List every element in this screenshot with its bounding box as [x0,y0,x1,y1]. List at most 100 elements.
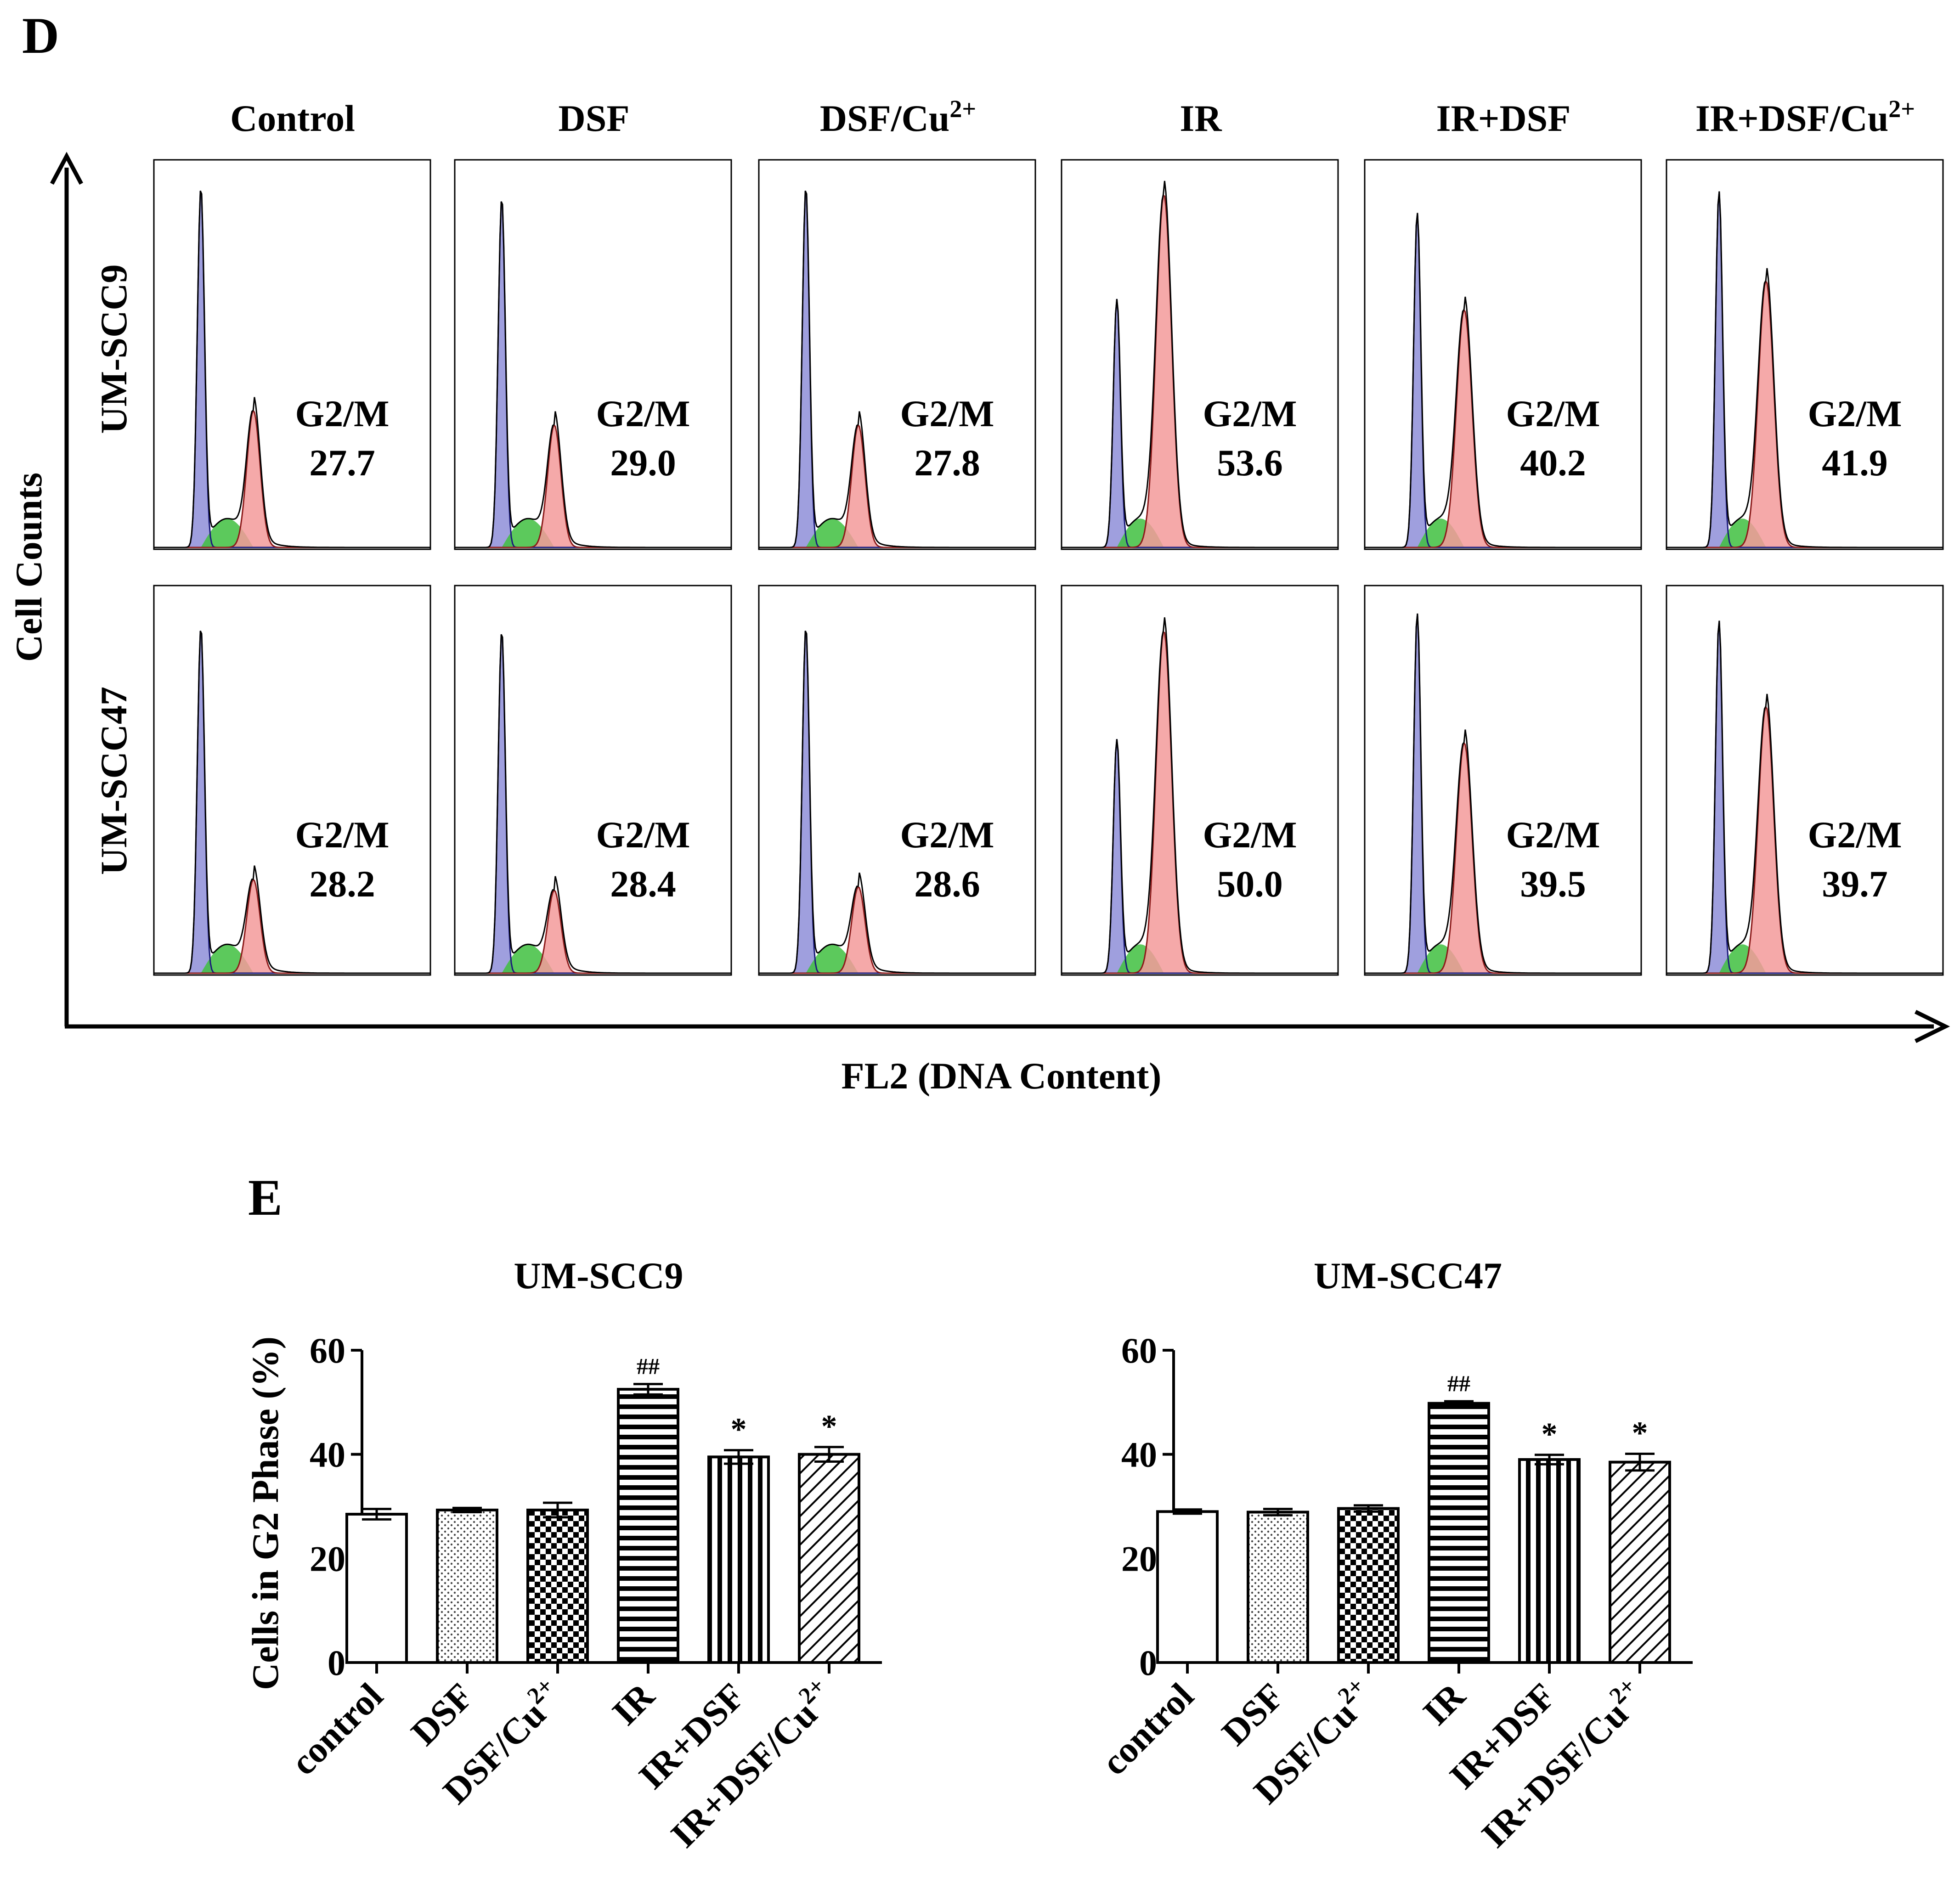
bar [345,1513,408,1664]
histogram-panel: G2/M 28.4 [454,585,732,976]
g2m-label: G2/M [1808,393,1902,434]
g2m-value: 27.8 [914,442,980,484]
flow-x-axis-arrow [1915,1009,1950,1043]
bar-chart-title: UM-SCC9 [514,1255,683,1296]
histogram-panel: G2/M 53.6 [1061,159,1339,550]
histogram-frame [1364,585,1642,976]
s-phase-area [455,944,731,973]
total-histogram-line [1062,180,1338,548]
bar [436,1508,498,1664]
histogram-frame [1666,159,1944,550]
g1-phase-area [1365,213,1641,547]
y-tick-label: 0 [1139,1643,1157,1683]
s-phase-area [1062,519,1338,547]
panel-label-e: E [248,1169,282,1226]
bar [617,1388,679,1664]
histogram-panel: G2/M 41.9 [1666,159,1944,550]
histogram-panel: G2/M 50.0 [1061,585,1339,976]
x-tick-label: DSF [1214,1676,1292,1753]
g2m-value: 53.6 [1217,442,1283,484]
histogram-panel: G2/M 27.7 [153,159,431,550]
s-phase-area [759,944,1035,973]
flow-axes [50,152,1950,1043]
g2m-value: 41.9 [1822,442,1888,484]
condition-title: DSF/Cu2+ [820,95,976,139]
bar-chart-um-scc9: UM-SCC9 Cells in G2 Phase (%) 0 20 40 60 contr… [244,1255,882,1855]
s-phase-area [1365,944,1641,973]
bar [798,1453,860,1664]
histogram-panel: G2/M 28.2 [153,585,431,976]
s-phase-area [1062,944,1338,973]
g2m-value: 39.5 [1520,863,1586,905]
g1-phase-area [1666,621,1943,973]
g2m-label: G2/M [1506,814,1600,856]
significance-marker: * [731,1412,747,1448]
bar [1247,1511,1309,1664]
total-histogram-line [759,191,1035,548]
histogram-frame [1061,159,1339,550]
histogram-panel: G2/M 39.5 [1364,585,1642,976]
bar-y-axis-label: Cells in G2 Phase (%) [244,1336,286,1690]
s-phase-area [1365,519,1641,547]
y-tick-label: 0 [328,1643,345,1683]
histogram-frame [1364,159,1642,550]
x-axis-label: FL2 (DNA Content) [842,1055,1162,1097]
significance-marker: ## [1447,1370,1470,1396]
condition-title: IR+DSF/Cu2+ [1695,95,1915,139]
histogram-panel: G2/M 27.8 [758,159,1036,550]
total-histogram-line [759,631,1035,974]
g2m-label: G2/M [295,814,390,856]
bar [1518,1458,1581,1664]
s-phase-area [154,944,430,973]
total-histogram-line [455,201,731,548]
s-phase-area [759,519,1035,547]
g2m-label: G2/M [295,393,390,434]
condition-title: IR+DSF [1436,97,1571,139]
g2m-value: 28.4 [610,863,676,905]
histogram-panel: G2/M 40.2 [1364,159,1642,550]
row-label-um-scc9: UM-SCC9 [93,265,135,434]
g1-phase-area [1062,299,1338,547]
g1-phase-area [1365,614,1641,973]
g2m-label: G2/M [1808,814,1902,856]
g2m-label: G2/M [596,814,690,856]
flow-y-axis-arrow [50,152,83,185]
y-tick-label: 40 [310,1435,345,1475]
y-tick-label: 60 [1121,1330,1157,1370]
histogram-panel: G2/M 28.6 [758,585,1036,976]
bar [1609,1460,1671,1664]
condition-title: IR [1180,97,1222,139]
x-tick-label: control [283,1676,391,1783]
s-phase-area [455,519,731,547]
significance-marker: * [821,1409,837,1444]
panel-label-d: D [22,7,59,64]
y-tick-label: 20 [1121,1539,1157,1578]
g2m-label: G2/M [596,393,690,434]
s-phase-area [1666,944,1943,973]
g2m-label: G2/M [1203,814,1297,856]
bar-chart-title: UM-SCC47 [1314,1255,1502,1296]
total-histogram-line [1666,620,1943,974]
s-phase-area [1666,519,1943,547]
g1-phase-area [1062,739,1338,973]
histogram-panel: G2/M 39.7 [1666,585,1944,976]
y-tick-label: 60 [310,1330,345,1370]
g2m-value: 50.0 [1217,863,1283,905]
significance-marker: * [1542,1417,1558,1452]
total-histogram-line [154,191,430,548]
y-tick-label: 20 [310,1539,345,1578]
histogram-frame [1666,585,1944,976]
bar [1156,1510,1219,1664]
g1-phase-area [1666,192,1943,547]
g2m-label: G2/M [900,814,994,856]
flow-histogram-grid: G2/M 27.7 G2/M 29.0 G2/M 27.8 G2/M 53.6 G2/M 40.2… [153,159,1944,976]
g2m-value: 28.6 [914,863,980,905]
condition-title: DSF [559,97,630,139]
row-label-um-scc47: UM-SCC47 [93,687,135,875]
g2m-value: 29.0 [610,442,676,484]
y-tick-label: 40 [1121,1435,1157,1475]
bar [1337,1507,1400,1664]
total-histogram-line [154,631,430,974]
g2m-value: 27.7 [309,442,375,484]
